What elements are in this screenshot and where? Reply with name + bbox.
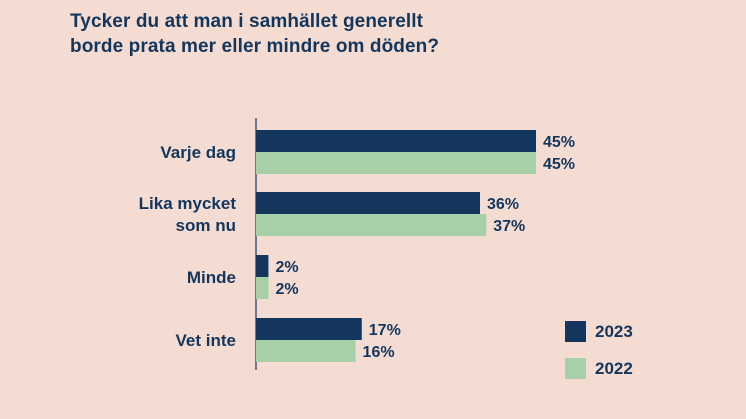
- bar-2022: [256, 277, 269, 299]
- data-label-2022: 16%: [363, 344, 395, 361]
- legend-label-2023: 2023: [595, 321, 633, 341]
- data-label-2023: 17%: [369, 322, 401, 339]
- data-label-2022: 45%: [543, 156, 575, 173]
- bar-2023: [256, 255, 269, 277]
- bar-2023: [256, 130, 536, 152]
- legend-item-2023: 2023: [565, 320, 633, 343]
- data-label-2023: 2%: [275, 259, 298, 276]
- chart-title-line-2: borde prata mer eller mindre om döden?: [70, 36, 440, 57]
- legend: 2023 2022: [565, 320, 633, 394]
- category-label: Lika mycket: [139, 194, 237, 213]
- legend-item-2022: 2022: [565, 357, 633, 380]
- bar-2022: [256, 152, 536, 174]
- bar-2023: [256, 192, 480, 214]
- data-label-2022: 37%: [493, 218, 525, 235]
- bar-2022: [256, 214, 487, 236]
- chart-title-line-1: Tycker du att man i samhället generellt: [70, 11, 424, 32]
- data-label-2022: 2%: [275, 281, 298, 298]
- chart-title: Tycker du att man i samhället generellt …: [70, 9, 670, 59]
- legend-swatch-2022: [565, 358, 586, 379]
- data-label-2023: 45%: [543, 134, 575, 151]
- legend-label-2022: 2022: [595, 358, 633, 378]
- category-label: Vet inte: [176, 331, 236, 350]
- data-label-2023: 36%: [487, 196, 519, 213]
- bar-2022: [256, 340, 356, 362]
- category-label: som nu: [176, 216, 236, 235]
- category-label: Minde: [187, 268, 236, 287]
- category-label: Varje dag: [160, 143, 236, 162]
- legend-swatch-2023: [565, 321, 586, 342]
- bar-2023: [256, 318, 362, 340]
